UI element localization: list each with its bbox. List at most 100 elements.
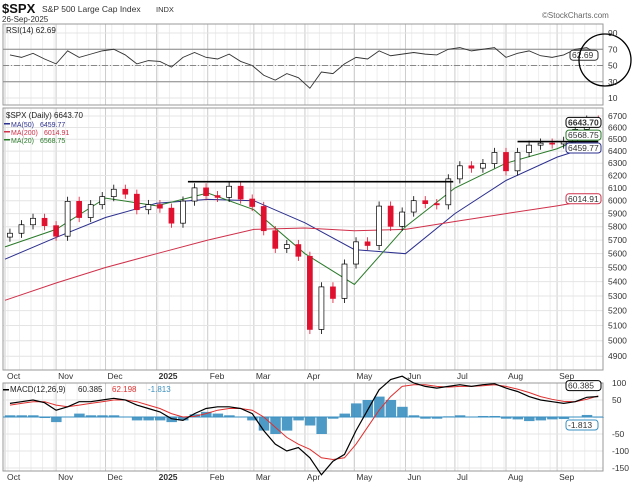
rsi-tick-label: 90 — [608, 28, 618, 38]
macd-legend-swatch — [3, 389, 9, 391]
price-value-label: 6568.75 — [568, 130, 599, 140]
month-label-mid: Dec — [108, 371, 124, 381]
macd-legend-name: MACD(12,26,9) — [10, 385, 66, 394]
candle — [191, 187, 198, 202]
rsi-tick-label: 10 — [608, 93, 618, 103]
month-label-mid: Jul — [457, 371, 468, 381]
candle — [364, 241, 371, 246]
price-tick-label: 6200 — [608, 171, 627, 181]
candle — [422, 200, 429, 204]
candle — [410, 200, 417, 213]
price-panel — [2, 107, 604, 371]
rsi-line — [9, 47, 599, 89]
macd-legend: MACD(12,26,9) 60.385 62.198 -1.813 — [3, 385, 171, 394]
candle — [87, 204, 94, 218]
month-label-bottom: 2025 — [159, 472, 178, 482]
candle — [283, 244, 290, 249]
month-label-bottom: Jul — [457, 472, 468, 482]
candle — [272, 230, 279, 249]
macd-tick-label: -100 — [612, 446, 629, 456]
candle — [514, 152, 521, 172]
ma20-legend-swatch — [4, 139, 10, 141]
macd-histogram-bar — [420, 417, 431, 419]
month-label-bottom: Sep — [559, 472, 574, 482]
candle — [387, 205, 394, 227]
candle — [307, 255, 313, 330]
macd-histogram-bar — [385, 400, 397, 417]
price-tick-label: 6500 — [608, 134, 627, 144]
macd-histogram-bar — [51, 417, 62, 423]
macd-histogram-bar — [547, 417, 558, 420]
macd-histogram-bar — [489, 415, 500, 417]
candle — [157, 204, 163, 209]
candle — [76, 200, 83, 218]
candle — [180, 200, 186, 224]
candle — [526, 144, 532, 153]
ma50-legend-value: 6459.77 — [40, 122, 65, 129]
macd-histogram-bar — [143, 417, 154, 421]
candle — [133, 193, 140, 211]
price-value-box — [565, 193, 602, 205]
macd-histogram-bar — [85, 415, 97, 417]
candle — [41, 217, 48, 227]
rsi-value-label: 62.69 — [572, 50, 594, 60]
price-tick-label: 6600 — [608, 122, 627, 132]
macd-histogram-bar — [524, 417, 535, 422]
macd-histogram-bar — [512, 417, 524, 420]
macd-histogram-bar — [316, 417, 327, 434]
price-tick-label: 5200 — [608, 306, 627, 316]
macd-histogram-bar — [74, 413, 85, 417]
ma50-legend-swatch — [4, 123, 10, 125]
macd-histogram-bar — [258, 417, 270, 431]
month-label-mid: Apr — [307, 371, 320, 381]
macd-histogram-bar — [166, 417, 177, 423]
price-tick-label: 6000 — [608, 196, 627, 206]
macd-tick-label: -150 — [612, 463, 629, 473]
candle — [53, 225, 59, 237]
candle — [491, 152, 498, 164]
macd-value-box — [565, 380, 602, 392]
candle — [64, 200, 71, 237]
stockcharts-watermark: ©StockCharts.com — [542, 11, 609, 20]
axes: Oct Oct Nov Nov Dec Dec 2025 2025 Feb Feb Mar Mar Ap… — [7, 28, 629, 482]
macd-tick-label: 50 — [612, 395, 622, 405]
price-value-box — [565, 116, 602, 128]
ma200-legend-name: MA(200) — [11, 130, 38, 137]
macd-panel — [2, 382, 604, 472]
candle — [203, 187, 209, 196]
candle — [237, 185, 244, 200]
signal-legend-value: 62.198 — [112, 385, 137, 394]
candle — [168, 207, 175, 224]
macd-histogram-bar — [454, 415, 466, 417]
exchange: INDX — [156, 5, 174, 14]
macd-histogram-bar — [362, 400, 374, 417]
candle — [330, 286, 336, 299]
macd-histogram-bar — [397, 406, 408, 417]
price-value-label: 6014.91 — [568, 194, 599, 204]
macd-histogram-bar — [535, 417, 547, 421]
month-label-bottom: May — [356, 472, 373, 482]
month-label-bottom: Mar — [256, 472, 271, 482]
macd-histogram-bar — [408, 415, 420, 417]
candle — [445, 178, 452, 206]
candle — [214, 195, 221, 198]
price-value-box — [565, 129, 602, 141]
macd-histogram-bar — [374, 396, 385, 417]
grid — [3, 24, 603, 471]
macd-histogram-bar — [327, 417, 339, 419]
price-tick-label: 6400 — [608, 146, 627, 156]
price-tick-label: 5500 — [608, 263, 627, 273]
macd-histogram-bar — [281, 417, 293, 431]
month-label-bottom: Aug — [508, 472, 523, 482]
macd-histogram-bar — [351, 403, 362, 417]
price-tick-label: 5100 — [608, 321, 627, 331]
macd-histogram-bar — [97, 415, 108, 417]
macd-line — [9, 375, 599, 476]
month-label-mid: May — [356, 371, 373, 381]
month-label-mid: Feb — [210, 371, 225, 381]
candle — [318, 286, 325, 330]
rsi-highlight-circle — [578, 33, 632, 87]
candle — [549, 142, 555, 145]
month-label-bottom: Dec — [108, 472, 124, 482]
